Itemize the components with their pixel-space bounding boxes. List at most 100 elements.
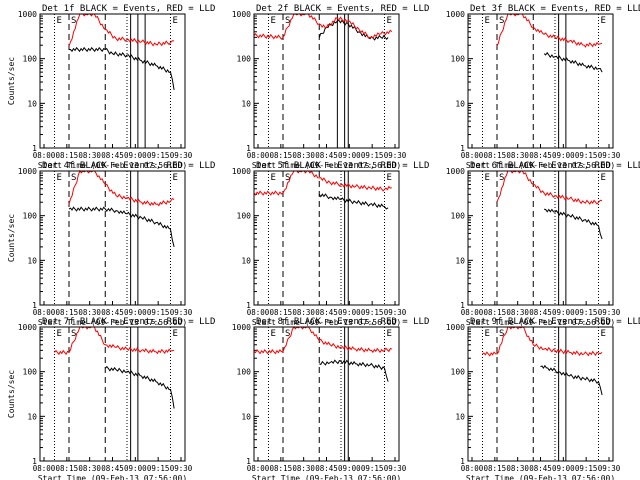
- x-tick-label: 08:15: [484, 151, 507, 160]
- y-tick-label: 1000: [232, 167, 251, 176]
- x-tick-label: 09:00: [124, 151, 147, 160]
- event-marker-label: S: [71, 16, 76, 26]
- x-tick-label: 08:45: [315, 151, 338, 160]
- x-tick-label: 09:30: [170, 151, 193, 160]
- x-tick-label: 09:15: [575, 151, 598, 160]
- y-axis-label: Counts/sec: [7, 370, 16, 418]
- panel-3: Det 3f BLACK = Events, RED = LLD 1 10 100 10…: [446, 4, 640, 170]
- panel-7: Det 7f BLACK = Events, RED = LLD 1 10 100 10…: [7, 317, 215, 480]
- x-tick-label: 08:15: [270, 308, 293, 317]
- x-axis-label: Start Time (09-Feb-13 07:56:00): [466, 161, 615, 170]
- series-line-events: [104, 365, 175, 409]
- x-tick-label: 08:30: [506, 151, 529, 160]
- y-tick-label: 10: [241, 256, 251, 265]
- x-tick-label: 08:45: [529, 464, 552, 473]
- x-tick-label: 08:15: [484, 464, 507, 473]
- x-tick-label: 08:00: [247, 308, 270, 317]
- y-tick-label: 100: [237, 55, 252, 64]
- event-marker-label: E: [173, 329, 178, 339]
- y-tick-label: 10: [241, 412, 251, 421]
- x-tick-label: 08:00: [461, 308, 484, 317]
- panel-title: Det 2f BLACK = Events, RED = LLD: [256, 4, 429, 14]
- event-marker-label: E: [173, 173, 178, 183]
- plot-frame: [467, 170, 614, 306]
- x-tick-label: 08:45: [101, 308, 124, 317]
- panel-title: Det 3f BLACK = Events, RED = LLD: [470, 4, 640, 14]
- series-line-lld: [496, 170, 603, 205]
- y-tick-label: 100: [451, 368, 466, 377]
- panel-8: Det 8f BLACK = Events, RED = LLD 1 10 100 10…: [232, 317, 430, 480]
- x-tick-label: 08:15: [56, 464, 79, 473]
- x-tick-label: 08:15: [270, 151, 293, 160]
- x-tick-label: 08:15: [270, 464, 293, 473]
- y-tick-label: 100: [23, 212, 38, 221]
- series-line-events: [68, 206, 175, 248]
- y-tick-label: 10: [455, 412, 465, 421]
- x-tick-label: 09:00: [552, 308, 575, 317]
- x-tick-label: 09:30: [598, 308, 621, 317]
- x-tick-label: 09:30: [170, 464, 193, 473]
- y-tick-label: 1000: [18, 323, 37, 332]
- event-marker-label: S: [285, 173, 290, 183]
- y-tick-label: 10: [27, 256, 37, 265]
- series-line-lld: [253, 326, 392, 355]
- y-tick-label: 10: [241, 99, 251, 108]
- event-marker-label: E: [601, 329, 606, 339]
- y-tick-label: 1000: [446, 10, 465, 19]
- y-tick-label: 1: [246, 301, 251, 310]
- plot-frame: [253, 170, 400, 306]
- panel-9: Det 9f BLACK = Events, RED = LLD 1 10 100 10…: [446, 317, 640, 480]
- event-marker-label: E: [271, 16, 276, 26]
- plot-frame: [39, 326, 186, 462]
- x-tick-label: 08:00: [33, 151, 56, 160]
- event-marker-label: S: [499, 16, 504, 26]
- event-marker-label: E: [601, 173, 606, 183]
- x-tick-label: 09:00: [552, 151, 575, 160]
- y-tick-label: 10: [455, 99, 465, 108]
- x-tick-label: 08:00: [33, 464, 56, 473]
- x-axis-label: Start Time (09-Feb-13 07:56:00): [38, 318, 187, 327]
- x-axis-label: Start Time (09-Feb-13 07:56:00): [38, 474, 187, 480]
- panel-title: Det 9f BLACK = Events, RED = LLD: [470, 317, 640, 327]
- panel-title: Det 5f BLACK = Events, RED = LLD: [256, 161, 429, 171]
- series-line-events: [69, 46, 175, 90]
- x-tick-label: 09:30: [598, 464, 621, 473]
- x-tick-label: 08:00: [33, 308, 56, 317]
- x-tick-label: 09:15: [147, 308, 170, 317]
- y-tick-label: 1: [32, 301, 37, 310]
- x-tick-label: 09:00: [552, 464, 575, 473]
- panel-title: Det 7f BLACK = Events, RED = LLD: [42, 317, 215, 327]
- plot-frame: [253, 13, 400, 149]
- x-tick-label: 08:45: [529, 308, 552, 317]
- panel-5: Det 5f BLACK = Events, RED = LLD 1 10 100 10…: [232, 161, 430, 327]
- x-axis-label: Start Time (09-Feb-13 07:56:00): [252, 318, 401, 327]
- event-marker-label: E: [485, 173, 490, 183]
- x-tick-label: 08:45: [315, 308, 338, 317]
- y-tick-label: 1: [460, 457, 465, 466]
- x-tick-label: 08:30: [292, 308, 315, 317]
- x-tick-label: 08:30: [292, 464, 315, 473]
- event-marker-label: E: [271, 173, 276, 183]
- x-tick-label: 09:00: [124, 464, 147, 473]
- x-axis-label: Start Time (09-Feb-13 07:56:00): [466, 474, 615, 480]
- series-line-events: [319, 359, 389, 382]
- y-tick-label: 1: [460, 144, 465, 153]
- panel-2: Det 2f BLACK = Events, RED = LLD 1 10 100 10…: [232, 4, 430, 170]
- event-marker-label: E: [387, 173, 392, 183]
- y-tick-label: 100: [451, 212, 466, 221]
- x-tick-label: 08:45: [529, 151, 552, 160]
- y-tick-label: 100: [237, 368, 252, 377]
- x-tick-label: 09:15: [147, 464, 170, 473]
- event-marker-label: E: [485, 16, 490, 26]
- x-tick-label: 09:15: [361, 464, 384, 473]
- event-marker-label: E: [173, 16, 178, 26]
- x-tick-label: 09:00: [338, 464, 361, 473]
- series-line-events: [540, 364, 603, 396]
- x-tick-label: 08:30: [506, 464, 529, 473]
- x-tick-label: 09:15: [575, 464, 598, 473]
- x-tick-label: 08:30: [78, 308, 101, 317]
- x-tick-label: 08:30: [292, 151, 315, 160]
- y-tick-label: 100: [23, 55, 38, 64]
- series-line-lld: [54, 326, 175, 356]
